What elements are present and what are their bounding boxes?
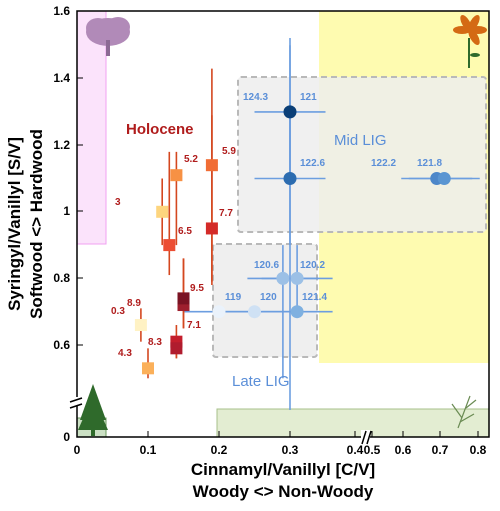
- grass-zone: [217, 409, 489, 437]
- y-tick-label: 0.6: [53, 338, 70, 352]
- holocene-point: [142, 362, 154, 374]
- x-tick-label: 0.4: [347, 443, 364, 457]
- x-axis-title-line2: Woody <> Non-Woody: [193, 482, 374, 501]
- y-axis-title-line2: Softwood <> Hardwood: [27, 129, 46, 319]
- holocene-point-label: 8.9: [127, 298, 141, 309]
- hardwood-zone: [77, 11, 106, 244]
- lig-point-label: 124.3: [243, 92, 268, 103]
- x-tick-label: 0.7: [432, 443, 449, 457]
- holocene-point-label: 7.1: [187, 320, 201, 331]
- holocene-point-label: 8.3: [148, 337, 162, 348]
- holocene-point: [178, 292, 190, 304]
- lig-point-label: 120.2: [300, 260, 325, 271]
- x-tick-label: 0.3: [282, 443, 299, 457]
- y-tick-label: 1.4: [53, 71, 70, 85]
- y-axis-break: [70, 397, 84, 408]
- holocene-point: [206, 159, 218, 171]
- holocene-point: [170, 342, 182, 354]
- late-lig-label: Late LIG: [232, 373, 290, 390]
- mid-lig-label: Mid LIG: [334, 132, 387, 149]
- holocene-point: [163, 239, 175, 251]
- lig-point-label: 122.6: [300, 158, 325, 169]
- holocene-point-label: 0.3: [111, 306, 125, 317]
- x-tick-label: 0.5: [364, 443, 381, 457]
- x-tick-label: 0: [74, 443, 81, 457]
- holocene-point: [206, 222, 218, 234]
- lig-point: [291, 272, 304, 285]
- y-tick-label: 1.2: [53, 138, 70, 152]
- lig-point: [213, 305, 226, 318]
- lig-point-label: 120.6: [254, 260, 279, 271]
- y-tick-label: 1.6: [53, 4, 70, 18]
- x-axis-title-line1: Cinnamyl/Vanillyl [C/V]: [191, 460, 375, 479]
- y-tick-label: 0: [63, 430, 70, 444]
- x-tick-label: 0.2: [211, 443, 228, 457]
- lig-point-label: 121.8: [417, 158, 442, 169]
- lig-point: [284, 172, 297, 185]
- holocene-point-label: 6.5: [178, 226, 192, 237]
- x-tick-label: 0.6: [395, 443, 412, 457]
- fern-icon: [78, 384, 108, 436]
- holocene-point-label: 7.7: [219, 208, 233, 219]
- x-tick-label: 0.1: [140, 443, 157, 457]
- holocene-point-label: 5.2: [184, 154, 198, 165]
- holocene-point-label: 9.5: [190, 283, 204, 294]
- lig-point-label: 120: [260, 292, 277, 303]
- holocene-point: [135, 319, 147, 331]
- y-tick-label: 0.8: [53, 271, 70, 285]
- y-tick-label: 1: [63, 204, 70, 218]
- lig-point: [248, 305, 261, 318]
- holocene-point: [170, 169, 182, 181]
- lig-point-label: 119: [225, 292, 242, 303]
- holocene-point-label: 5.9: [222, 146, 236, 157]
- lig-point: [438, 172, 451, 185]
- lig-point: [291, 305, 304, 318]
- x-axis-break: [361, 430, 371, 444]
- lig-point-label: 121: [300, 92, 317, 103]
- x-tick-label: 0.8: [470, 443, 487, 457]
- lig-point: [276, 272, 289, 285]
- holocene-label: Holocene: [126, 121, 194, 138]
- lig-point-label: 122.2: [371, 158, 396, 169]
- holocene-point: [156, 206, 168, 218]
- lig-point-label: 121.4: [302, 292, 327, 303]
- lig-point: [284, 105, 297, 118]
- holocene-point-label: 4.3: [118, 348, 132, 359]
- y-axis-title-line1: Syringyl/Vanillyl [S/V]: [5, 137, 24, 311]
- holocene-point-label: 3: [115, 197, 121, 208]
- mid-lig-box: [238, 77, 486, 232]
